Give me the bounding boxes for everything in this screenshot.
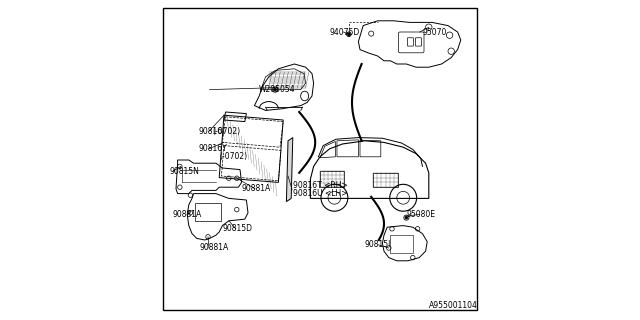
Bar [195, 203, 221, 221]
Bar [372, 173, 398, 187]
Text: (-0702): (-0702) [219, 152, 247, 161]
Text: 90881A: 90881A [173, 210, 202, 219]
Text: 90815D: 90815D [223, 224, 252, 233]
Text: 90816Y: 90816Y [198, 144, 227, 153]
Text: 90815I: 90815I [365, 240, 391, 249]
Text: W205054: W205054 [259, 85, 296, 94]
Text: 90881A: 90881A [200, 244, 229, 252]
Bar [390, 235, 413, 253]
Text: 90816U <LH>: 90816U <LH> [292, 189, 348, 198]
Text: A955001104: A955001104 [429, 301, 477, 310]
Text: (-0702): (-0702) [212, 127, 241, 136]
Text: 95080E: 95080E [406, 210, 435, 219]
Text: 90816T <RH>: 90816T <RH> [292, 181, 348, 190]
Text: 90881A: 90881A [242, 184, 271, 193]
Bar [320, 171, 344, 187]
Text: 95070: 95070 [422, 28, 447, 36]
Circle shape [275, 89, 276, 91]
Polygon shape [287, 138, 292, 202]
Circle shape [406, 217, 407, 219]
Circle shape [348, 33, 349, 35]
Text: 90815N: 90815N [170, 167, 200, 176]
Text: 90816I: 90816I [198, 127, 225, 136]
Text: 94075D: 94075D [330, 28, 360, 36]
